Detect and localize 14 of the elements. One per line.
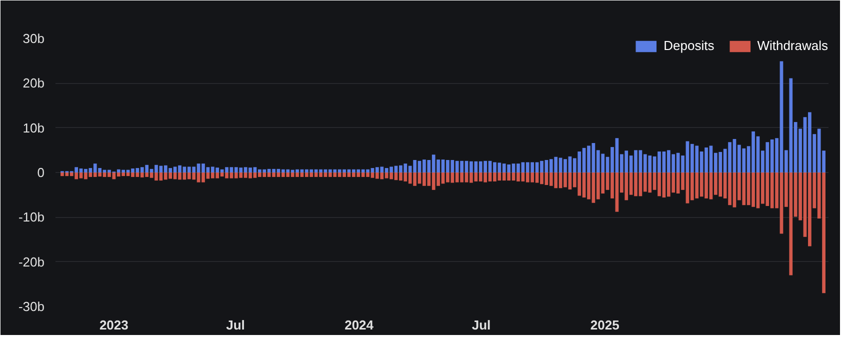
legend-label: Deposits (664, 38, 714, 53)
legend-label: Withdrawals (757, 38, 828, 53)
y-tick-label: -10b (18, 210, 45, 225)
y-tick-label: 10b (22, 120, 45, 136)
y-tick-label: -30b (18, 299, 45, 314)
x-tick-label: Jul (226, 318, 245, 332)
y-tick-label: 20b (22, 76, 45, 91)
x-tick-label: Jul (472, 318, 491, 332)
x-tick-label: 2023 (99, 318, 128, 332)
y-tick-label: -20b (18, 254, 45, 270)
x-tick-label: 2025 (590, 318, 620, 332)
x-tick-label: 2024 (344, 318, 374, 332)
y-tick-label: 30b (22, 31, 45, 46)
y-tick-label: 0 (37, 165, 45, 180)
